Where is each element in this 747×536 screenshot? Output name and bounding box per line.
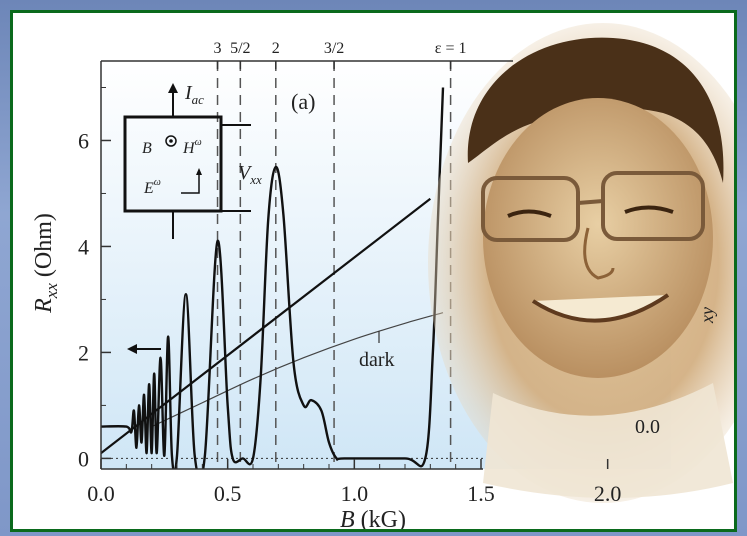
portrait-photo: [428, 23, 734, 503]
x-tick-label: 0.5: [214, 481, 242, 506]
dark-resistance-curve: [151, 312, 444, 428]
y-tick-label: 0: [78, 446, 89, 471]
y-tick-label: 4: [78, 234, 89, 259]
epsilon-label: 5/2: [230, 40, 250, 57]
y-axis-title: Rxx (Ohm): [31, 213, 61, 314]
measurement-inset: Iac B Hω Eω Vxx: [123, 82, 262, 239]
epsilon-guide-lines: 3 5/2 2 3/2 ε = 1: [214, 40, 467, 469]
b-field-dot-icon: [165, 135, 177, 147]
inset-h-label: Hω: [182, 137, 202, 157]
epsilon-label: 2: [272, 40, 280, 57]
y-tick-label: 2: [78, 340, 89, 365]
x-axis-title: B (kG): [340, 507, 406, 529]
epsilon-label: 3/2: [324, 40, 344, 57]
x-axis-ticks: 0.0 0.5 1.0 1.5 2.0: [87, 459, 621, 506]
chart-frame: 3 5/2 2 3/2 ε = 1 0.0 0.5 1.0 1.5 2.0 0 2 4 6: [10, 10, 737, 532]
panel-label: (a): [291, 89, 315, 114]
inset-voltage-label: Vxx: [238, 162, 262, 187]
y-axis-title-main: R: [31, 298, 57, 314]
epsilon-label: 3: [214, 40, 222, 57]
right-zero-label: 0.0: [635, 416, 660, 438]
inset-current-label: Iac: [184, 82, 204, 107]
y-axis-ticks: 0 2 4 6: [78, 86, 111, 471]
x-tick-label: 2.0: [594, 481, 622, 506]
rxx-oscillating-curve: [101, 87, 445, 469]
chart: 3 5/2 2 3/2 ε = 1 0.0 0.5 1.0 1.5 2.0 0 2 4 6: [31, 23, 734, 529]
y-tick-label: 6: [78, 128, 89, 153]
x-tick-label: 1.5: [467, 481, 495, 506]
x-axis-title-main: B: [340, 507, 355, 529]
epsilon-label: ε = 1: [435, 40, 467, 57]
inset-e-label: Eω: [143, 177, 161, 197]
x-tick-label: 0.0: [87, 481, 115, 506]
x-axis-title-unit: (kG): [355, 507, 406, 529]
inset-arrowhead-icon: [168, 83, 178, 93]
dark-label: dark: [359, 349, 395, 371]
y-axis-title-sub: xx: [42, 283, 61, 300]
right-edge-label: xy: [697, 307, 717, 324]
series-pointer-arrow: [127, 344, 161, 354]
inset-b-label: B: [142, 140, 152, 157]
y-axis-title-unit: (Ohm): [31, 213, 57, 283]
x-tick-label: 1.0: [341, 481, 369, 506]
